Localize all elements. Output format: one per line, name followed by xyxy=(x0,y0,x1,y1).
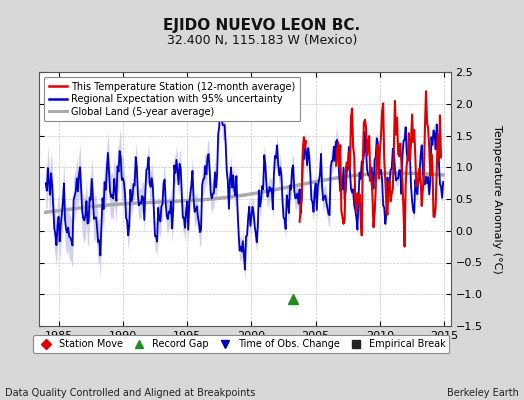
Text: EJIDO NUEVO LEON BC.: EJIDO NUEVO LEON BC. xyxy=(163,18,361,33)
Y-axis label: Temperature Anomaly (°C): Temperature Anomaly (°C) xyxy=(492,125,502,273)
Legend: Station Move, Record Gap, Time of Obs. Change, Empirical Break: Station Move, Record Gap, Time of Obs. C… xyxy=(32,335,450,353)
Text: Berkeley Earth: Berkeley Earth xyxy=(447,388,519,398)
Text: 32.400 N, 115.183 W (Mexico): 32.400 N, 115.183 W (Mexico) xyxy=(167,34,357,47)
Text: Data Quality Controlled and Aligned at Breakpoints: Data Quality Controlled and Aligned at B… xyxy=(5,388,256,398)
Legend: This Temperature Station (12-month average), Regional Expectation with 95% uncer: This Temperature Station (12-month avera… xyxy=(44,77,300,122)
